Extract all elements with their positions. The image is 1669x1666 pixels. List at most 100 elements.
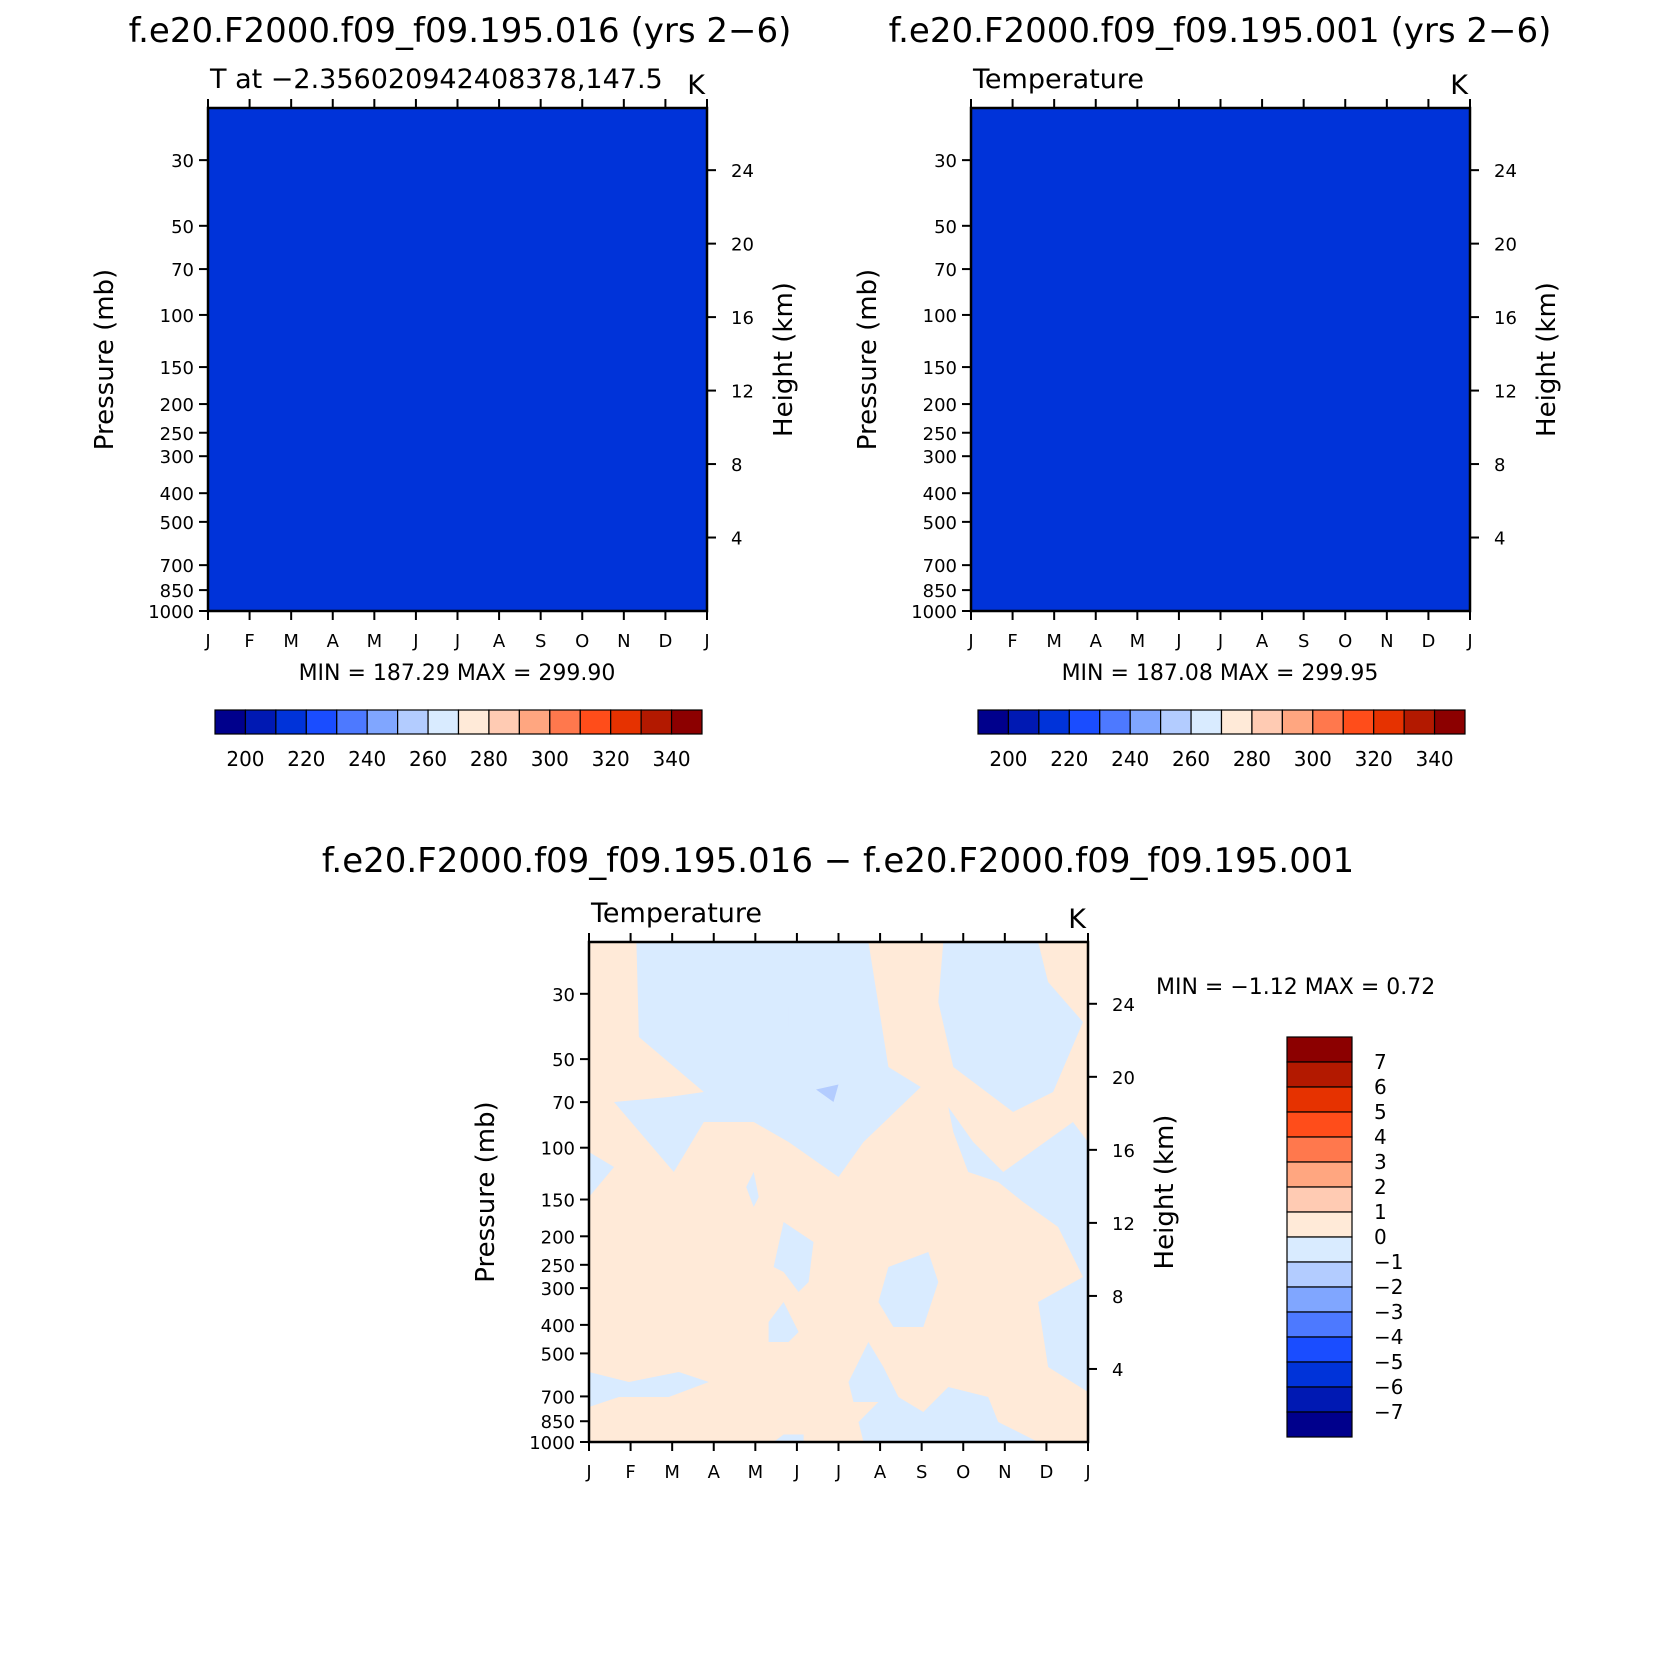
x-tick-label: J	[1466, 631, 1472, 652]
y-tick-right-label: 8	[731, 455, 742, 476]
colorbar-swatch	[1251, 709, 1283, 735]
y-tick-label: 150	[160, 358, 194, 379]
colorbar-label: 6	[1374, 1075, 1387, 1099]
chart-subtitle-left: Temperature	[590, 898, 762, 929]
colorbar-swatch	[488, 709, 520, 735]
panel-2: J F M A M J J A S O N D J305070100150200250300400500…	[853, 11, 1562, 771]
y-tick-label: 50	[934, 217, 957, 238]
colorbar-swatch	[1342, 709, 1375, 735]
colorbar-swatch	[457, 709, 490, 735]
chart-subtitle-right: K	[1068, 904, 1087, 935]
colorbar-swatch	[214, 709, 247, 735]
x-tick-label: M	[283, 631, 299, 652]
chart-title: f.e20.F2000.f09_f09.195.016 (yrs 2−6)	[129, 11, 792, 51]
y-tick-right-label: 12	[1112, 1214, 1135, 1235]
colorbar-swatch	[1007, 709, 1040, 735]
y-tick-label: 300	[541, 1279, 575, 1300]
colorbar-swatch	[1220, 709, 1253, 735]
y-tick-label: 30	[552, 985, 575, 1006]
colorbar-swatch	[1286, 1186, 1353, 1213]
x-tick-label: J	[793, 1462, 799, 1483]
y-tick-right-label: 12	[731, 382, 754, 403]
y-tick-label: 850	[541, 1412, 575, 1433]
y-tick-label: 400	[160, 484, 194, 505]
x-tick-label: S	[535, 631, 546, 652]
y-tick-label: 250	[923, 424, 957, 445]
colorbar-label: 340	[652, 747, 690, 771]
y-axis-title: Pressure (mb)	[471, 1101, 501, 1282]
y-tick-label: 200	[923, 395, 957, 416]
negative-region-strong	[816, 1084, 839, 1102]
contour-band	[971, 108, 1470, 611]
y-tick-label: 400	[923, 484, 957, 505]
y-tick-label: 200	[541, 1227, 575, 1248]
colorbar-swatch	[1286, 1111, 1353, 1138]
colorbar-swatch	[1160, 709, 1192, 735]
y-tick-label: 70	[552, 1093, 575, 1114]
negative-region	[768, 1302, 799, 1342]
x-tick-label: J	[703, 631, 709, 652]
y-tick-label: 30	[934, 151, 957, 172]
colorbar-label: 4	[1374, 1125, 1387, 1149]
negative-region	[589, 1152, 614, 1197]
panel-1: J F M A M J J A S O N D J305070100150200250300400500…	[90, 11, 799, 771]
colorbar-swatch	[275, 709, 307, 735]
colorbar-label: 340	[1415, 747, 1453, 771]
y-tick-label: 100	[541, 1139, 575, 1160]
y-tick-right-label: 4	[1112, 1360, 1123, 1381]
colorbar-swatch	[670, 709, 703, 735]
y-axis-title: Pressure (mb)	[853, 269, 883, 450]
y-tick-right-label: 20	[1494, 235, 1517, 256]
y-tick-right-label: 20	[1112, 1068, 1135, 1089]
colorbar-swatch	[518, 709, 551, 735]
colorbar-swatch	[1312, 709, 1344, 735]
colorbar-swatch	[305, 709, 338, 735]
colorbar-swatch	[549, 709, 581, 735]
x-tick-label: A	[493, 631, 506, 652]
x-tick-label: M	[1130, 631, 1146, 652]
x-tick-label: D	[1421, 631, 1435, 652]
y-tick-right-label: 20	[731, 235, 754, 256]
colorbar-swatch	[640, 709, 673, 735]
colorbar-swatch	[1373, 709, 1405, 735]
colorbar-swatch	[1286, 1286, 1353, 1313]
colorbar-swatch	[1286, 1311, 1353, 1338]
colorbar-swatch	[1099, 709, 1131, 735]
y-tick-label: 50	[171, 217, 194, 238]
y-tick-label: 1000	[911, 602, 957, 623]
colorbar-label: −1	[1374, 1250, 1403, 1274]
y-tick-label: 70	[171, 260, 194, 281]
y-tick-right-label: 4	[731, 529, 742, 550]
x-tick-label: M	[748, 1462, 764, 1483]
x-tick-label: D	[1039, 1462, 1053, 1483]
colorbar-label: −5	[1374, 1350, 1403, 1374]
x-tick-label: S	[916, 1462, 927, 1483]
chart-title: f.e20.F2000.f09_f09.195.016 − f.e20.F200…	[322, 841, 1354, 881]
negative-region	[773, 1222, 814, 1292]
colorbar-label: −4	[1374, 1325, 1403, 1349]
y-tick-right-label: 12	[1494, 382, 1517, 403]
colorbar-swatch	[336, 709, 368, 735]
y-tick-label: 700	[541, 1387, 575, 1408]
colorbar-swatch	[610, 709, 642, 735]
y-axis-right-title: Height (km)	[769, 282, 799, 437]
negative-region	[878, 1252, 939, 1327]
y-tick-label: 250	[160, 424, 194, 445]
y-tick-label: 200	[160, 395, 194, 416]
y-tick-label: 50	[552, 1050, 575, 1071]
colorbar-swatch	[366, 709, 399, 735]
colorbar-label: 240	[1111, 747, 1149, 771]
x-tick-label: J	[835, 1462, 841, 1483]
chart-title: f.e20.F2000.f09_f09.195.001 (yrs 2−6)	[889, 11, 1552, 51]
x-tick-label: N	[1380, 631, 1393, 652]
colorbar-label: 220	[1050, 747, 1088, 771]
negative-region	[948, 1107, 1088, 1392]
negative-region	[614, 942, 921, 1177]
x-tick-label: J	[1217, 631, 1223, 652]
colorbar-label: 320	[1355, 747, 1393, 771]
colorbar-swatch	[1038, 709, 1070, 735]
chart-subtitle-left: Temperature	[972, 64, 1144, 95]
colorbar-label: −6	[1374, 1375, 1403, 1399]
x-tick-label: N	[998, 1462, 1011, 1483]
